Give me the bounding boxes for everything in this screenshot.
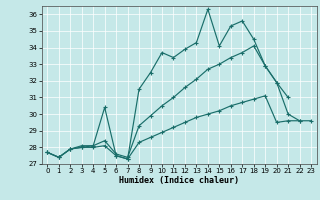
X-axis label: Humidex (Indice chaleur): Humidex (Indice chaleur) (119, 176, 239, 185)
